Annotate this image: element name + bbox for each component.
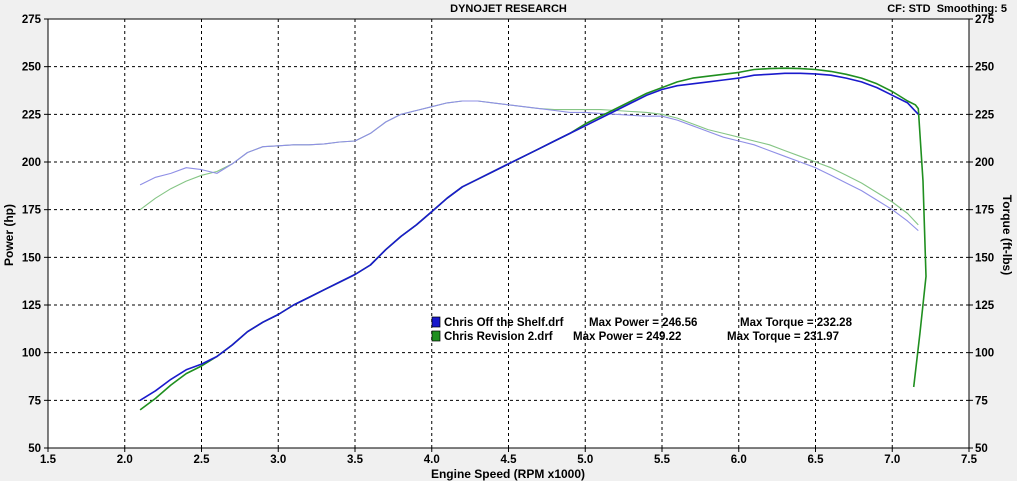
- y-tick-label-right: 200: [975, 157, 994, 169]
- y-tick-label-left: 225: [22, 109, 42, 121]
- off-shelf-power-line: [139, 72, 919, 401]
- cf-label: CF: STD: [887, 3, 931, 15]
- plot-background: [47, 18, 970, 449]
- chart-title: DYNOJET RESEARCH: [450, 3, 567, 15]
- plot-area: [47, 18, 970, 449]
- x-tick-label: 2.5: [194, 454, 211, 466]
- legend-entry: Chris Revision 2.drf Max Power = 249.22 Ma…: [431, 330, 839, 343]
- correction-settings: CF: STD Smoothing: 5: [887, 3, 1007, 15]
- off-shelf-torque-line: [139, 100, 919, 232]
- legend-max-torque: Max Torque = 231.97: [727, 331, 839, 343]
- y-tick-label-left: 250: [22, 62, 41, 74]
- y-tick-label-right: 75: [975, 395, 988, 407]
- y-tick-label-right: 100: [975, 348, 994, 360]
- legend-file-label: Chris Off the Shelf.drf: [444, 317, 564, 329]
- legend-max-power: Max Power = 246.56: [589, 317, 697, 329]
- y-tick-label-left: 50: [28, 443, 41, 455]
- x-tick-label: 2.0: [117, 454, 133, 466]
- y-tick-label-left: 125: [22, 300, 42, 312]
- x-tick-label: 6.0: [731, 454, 747, 466]
- x-tick-label: 7.5: [961, 454, 978, 466]
- y-tick-label-right: 250: [975, 62, 994, 74]
- legend-swatch: [431, 330, 441, 342]
- y-tick-label-left: 150: [22, 252, 41, 264]
- smoothing-label: Smoothing: 5: [936, 3, 1007, 15]
- y-tick-label-right: 150: [975, 252, 994, 264]
- y-tick-label-left: 200: [22, 157, 41, 169]
- x-axis-label: Engine Speed (RPM x1000): [431, 467, 585, 481]
- y-tick-label-right: 50: [975, 443, 988, 455]
- y-axis-label-left: Power (hp): [2, 204, 16, 266]
- tick-labels: 1.5 2.0 2.5 3.0 3.5 4.0 4.5 5.0 5.5 6.0 6.5 7.0 7.55…: [22, 14, 995, 466]
- x-tick-label: 5.5: [654, 454, 671, 466]
- x-tick-label: 6.5: [808, 454, 825, 466]
- y-tick-label-right: 275: [975, 14, 995, 26]
- y-tick-label-right: 225: [975, 109, 995, 121]
- x-tick-label: 4.0: [424, 454, 440, 466]
- x-tick-label: 5.0: [577, 454, 593, 466]
- y-tick-label-right: 175: [975, 205, 995, 217]
- legend-swatch: [431, 316, 441, 328]
- x-tick-label: 4.5: [501, 454, 518, 466]
- legend-entry: Chris Off the Shelf.drf Max Power = 246.5…: [431, 316, 853, 329]
- x-tick-label: 3.0: [270, 454, 286, 466]
- legend-file-label: Chris Revision 2.drf: [444, 331, 553, 343]
- y-tick-label-right: 125: [975, 300, 995, 312]
- legend-max-torque: Max Torque = 232.28: [740, 317, 853, 329]
- y-tick-label-left: 75: [28, 395, 41, 407]
- legend-max-power: Max Power = 249.22: [573, 331, 681, 343]
- x-tick-label: 3.5: [347, 454, 364, 466]
- y-tick-label-left: 100: [22, 348, 41, 360]
- series-lines: [139, 67, 927, 411]
- y-tick-label-left: 275: [22, 14, 42, 26]
- y-tick-label-left: 175: [22, 205, 42, 217]
- legend: Chris Off the Shelf.drf Max Power = 246.5…: [431, 316, 853, 343]
- x-tick-label: 7.0: [884, 454, 900, 466]
- x-tick-label: 1.5: [40, 454, 57, 466]
- y-axis-label-right: Torque (ft-lbs): [1000, 195, 1014, 275]
